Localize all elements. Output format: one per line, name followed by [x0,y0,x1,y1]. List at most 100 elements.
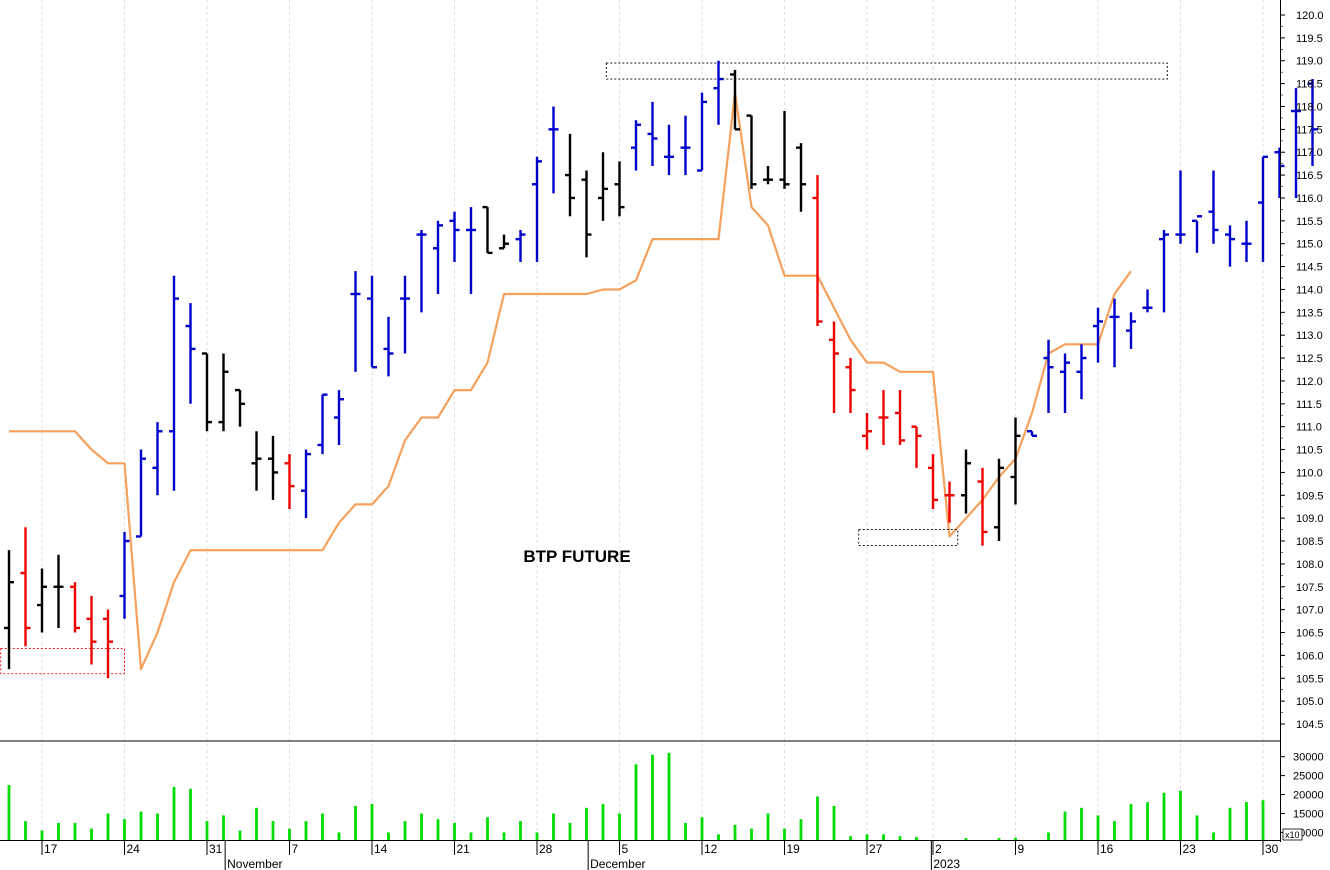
ohlc-bar [400,275,410,354]
ohlc-bar [37,568,47,633]
ohlc-bar [746,114,757,189]
trailing-stop-line [9,91,1132,671]
price-tick-label: 106.0 [1296,650,1324,662]
price-tick-label: 110.5 [1296,445,1323,457]
price-tick-label: 107.0 [1296,605,1324,617]
price-tick-label: 113.0 [1296,330,1323,342]
month-label: November [227,857,282,870]
ohlc-bar [119,531,130,619]
ohlc-bar [961,449,971,514]
ohlc-bar [862,412,872,450]
volume-panel [0,740,1280,840]
right-axis: 104.5 105.0 105.5 106.0 106.5 107.0 107.5 108.0… [1280,0,1324,842]
price-tick-label: 114.5 [1296,262,1323,274]
day-tick-label: 21 [457,842,471,856]
ohlc-bar [779,111,790,189]
day-tick-label: 12 [704,842,718,856]
ohlc-bar [284,454,295,510]
ohlc-bar [152,422,163,496]
day-tick-label: 31 [209,842,223,856]
day-tick-label: 19 [787,842,801,856]
support_box [858,529,959,547]
chart-title: BTP FUTURE [523,547,630,566]
ohlc-bar [482,205,493,255]
ohlc-bar [911,425,922,468]
volume-multiplier-label: x10 [1285,830,1300,840]
price-tick-label: 116.0 [1296,193,1323,205]
ohlc-bar [268,435,278,500]
ohlc-bar [1175,170,1186,244]
price-tick-label: 105.5 [1296,673,1324,685]
ohlc-bar [367,275,377,369]
price-tick-label: 119.0 [1296,56,1323,68]
ohlc-bar [647,101,658,166]
volume-tick-label: 20000 [1293,790,1324,802]
ohlc-bar [53,554,64,628]
price-tick-label: 111.0 [1296,422,1322,434]
ohlc-bar [317,393,328,455]
ohlc-bar [4,550,14,670]
ohlc-bar [136,449,146,538]
ohlc-bar [598,152,608,221]
day-tick-label: 7 [292,842,299,856]
ohlc-bar [1225,225,1235,267]
ohlc-bar [548,106,559,194]
ohlc-bar [1159,229,1169,313]
price-tick-label: 107.5 [1296,582,1324,594]
price-tick-label: 109.0 [1296,513,1324,525]
month-label: December [590,857,645,870]
day-tick-label: 16 [1100,842,1114,856]
price-tick-label: 119.5 [1296,33,1323,45]
ohlc-bar [235,388,245,427]
ohlc-bar [895,390,905,445]
resistance_box [605,62,1168,80]
day-tick-label: 5 [622,842,629,856]
ohlc-bar [713,60,724,125]
ohlc-bar [466,207,476,295]
price-tick-label: 120.0 [1296,10,1324,22]
month-label: 2023 [933,857,960,870]
day-tick-label: 14 [374,842,388,856]
trailing-stop-layer [9,91,1132,671]
price-tick-label: 113.5 [1296,307,1323,319]
ohlc-bar [383,316,394,377]
ohlc-bar [20,527,31,647]
price-tick-label: 110.0 [1296,467,1323,479]
ohlc-bar [532,156,542,263]
price-tick-label: 112.0 [1296,376,1323,388]
price-tick-label: 117.0 [1296,147,1323,159]
ohlc-bar [1093,307,1103,363]
x-axis-month-labels: November December 2023 [224,840,960,870]
ohlc-bar [1208,170,1219,244]
support_box [0,648,125,675]
day-tick-label: 9 [1018,842,1025,856]
ohlc-bar [730,69,740,131]
day-tick-label: 27 [869,842,883,856]
ohlc-bar [829,321,839,413]
ohlc-bar [1010,417,1021,505]
price-tick-label: 111.5 [1296,399,1322,411]
ohlc-bar [1307,79,1318,166]
ohlc-bar [433,220,443,295]
volume-multiplier-box [1282,828,1303,841]
volume-tick-label: 15000 [1293,808,1324,820]
price-tick-label: 104.5 [1296,719,1324,731]
price-tick-label: 108.5 [1296,536,1324,548]
day-tick-label: 30 [1265,842,1279,856]
ohlc-bar [845,358,856,413]
price-tick-label: 114.0 [1296,284,1323,296]
price-tick-label: 117.5 [1296,124,1323,136]
ohlc-bar [449,211,460,263]
ohlc-bar [499,234,509,250]
ohlc-bar [928,454,938,510]
ohlc-bar [631,120,641,171]
volume-bars-layer [7,752,1265,840]
ohlc-bars-layer [4,60,1318,679]
price-tick-label: 115.0 [1296,239,1323,251]
ohlc-bar [1126,312,1136,349]
ohlc-bar [416,229,427,313]
volume-tick-label: 30000 [1293,752,1324,764]
ohlc-bar [664,124,674,176]
